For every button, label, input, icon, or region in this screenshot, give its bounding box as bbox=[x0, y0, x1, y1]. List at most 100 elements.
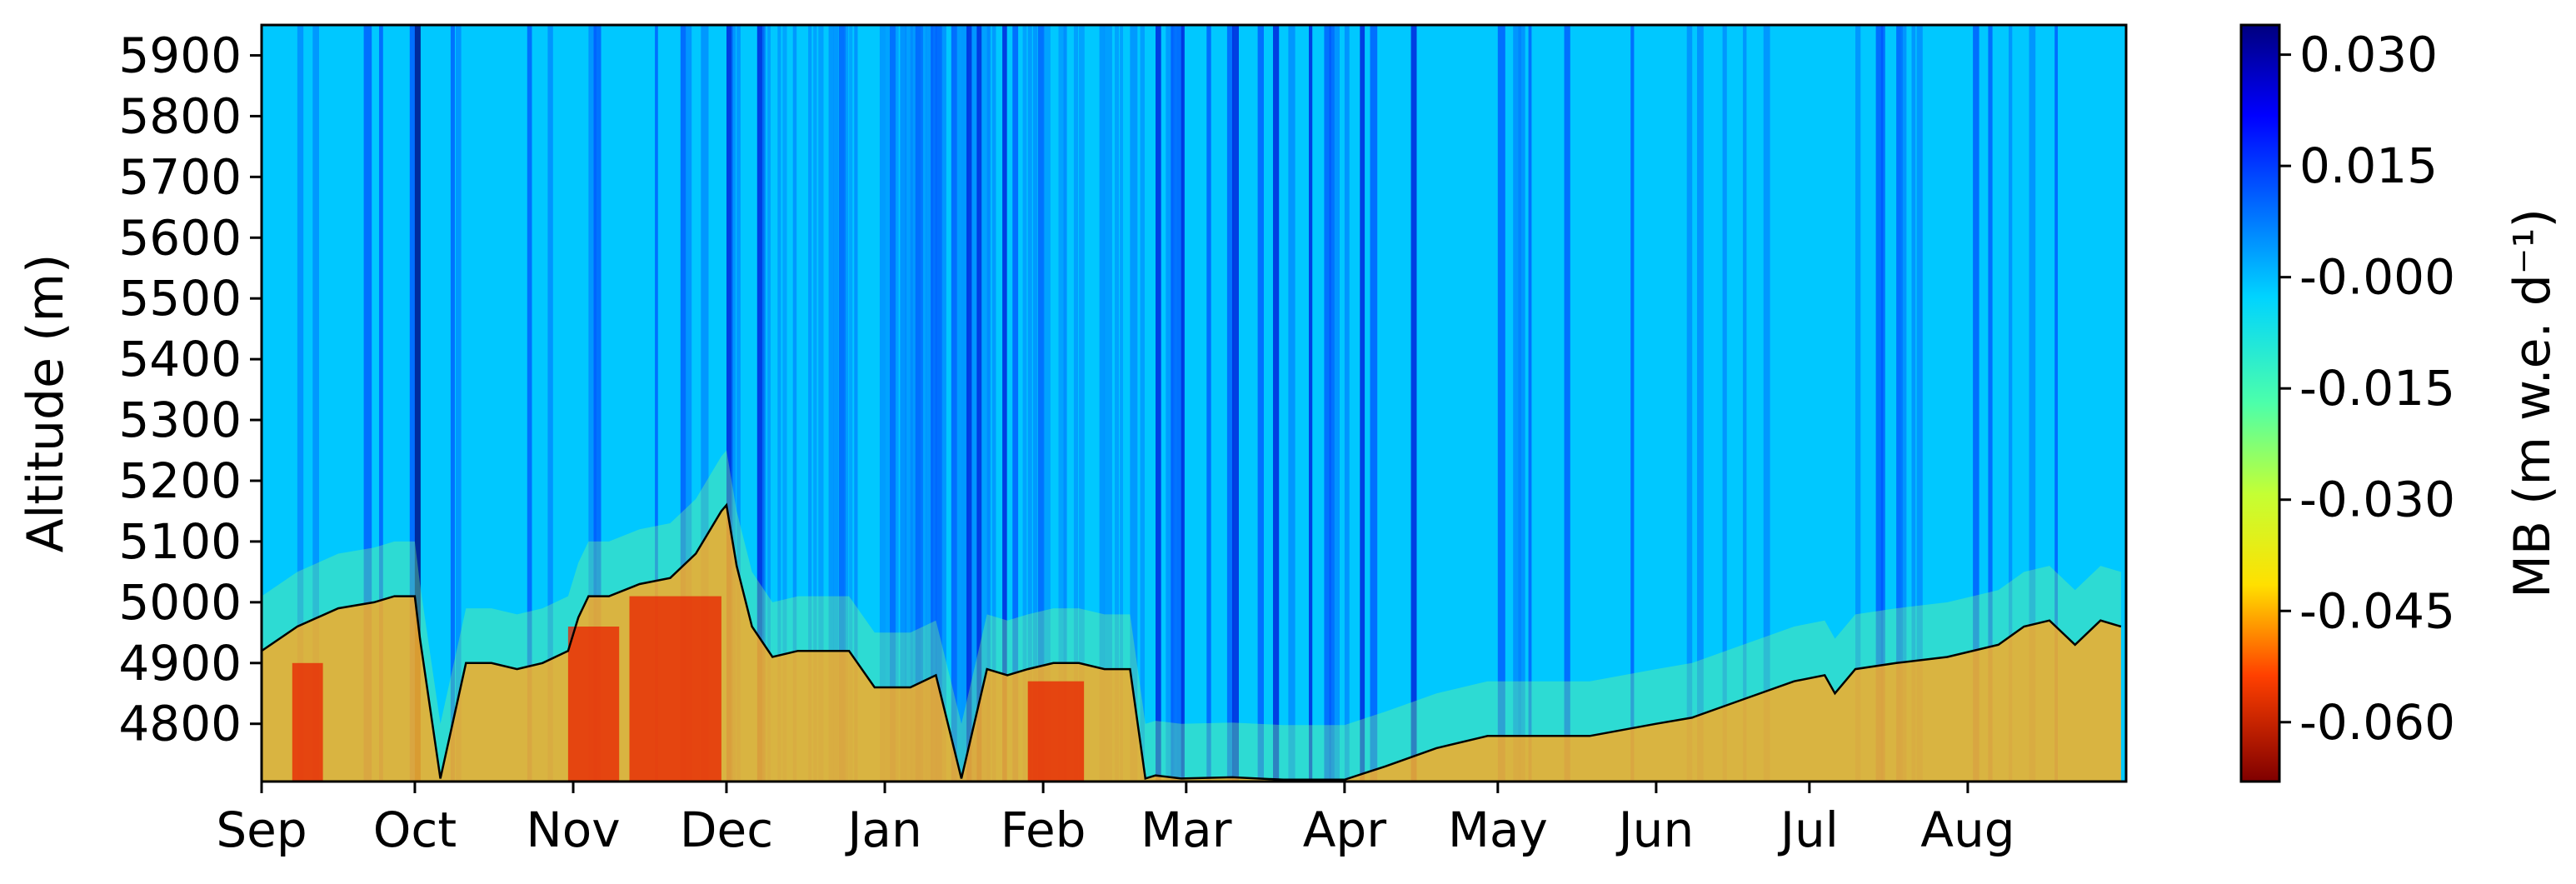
heatmap-stripe bbox=[1973, 25, 1979, 782]
colorbar-tick-label: 0.015 bbox=[2299, 137, 2438, 194]
colorbar-frame bbox=[2239, 23, 2281, 783]
heatmap-stripe bbox=[833, 25, 839, 782]
heatmap-stripe bbox=[1099, 25, 1106, 782]
heatmap-stripe bbox=[547, 25, 553, 782]
heatmap-stripe bbox=[849, 25, 853, 782]
heatmap-stripe bbox=[1334, 25, 1340, 782]
y-tick-label: 5800 bbox=[118, 87, 242, 144]
heatmap-stripe bbox=[1130, 25, 1138, 782]
y-tick-label: 5000 bbox=[118, 574, 242, 631]
heatmap-stripe bbox=[951, 25, 957, 782]
heatmap-stripe bbox=[1140, 25, 1145, 782]
x-tick-label: Oct bbox=[373, 802, 457, 858]
x-tick-label: Jun bbox=[1616, 802, 1695, 858]
heatmap-stripe bbox=[1988, 25, 1993, 782]
heatmap-stripe bbox=[761, 25, 766, 782]
heatmap-stripe bbox=[379, 25, 383, 782]
heatmap-stripe bbox=[312, 25, 319, 782]
heatmap-stripe bbox=[680, 25, 686, 782]
heatmap-stripe bbox=[1743, 25, 1747, 782]
x-tick-label: Jan bbox=[845, 802, 921, 858]
heatmap-stripe bbox=[1104, 25, 1112, 782]
heatmap-stripe bbox=[1324, 25, 1331, 782]
heatmap-stripe bbox=[1115, 25, 1119, 782]
heatmap-stripe bbox=[844, 25, 849, 782]
y-tick-label: 5600 bbox=[118, 209, 242, 266]
heatmap-stripe bbox=[1901, 25, 1907, 782]
y-axis-label: Altitude (m) bbox=[17, 254, 75, 553]
colorbar-gradient bbox=[2241, 25, 2279, 782]
heatmap-stripe bbox=[756, 25, 765, 782]
heatmap-stripe bbox=[905, 25, 913, 782]
heatmap-stripe bbox=[1156, 25, 1161, 782]
x-tick-label: Aug bbox=[1920, 802, 2014, 858]
y-tick-label: 5200 bbox=[118, 452, 242, 509]
y-tick-label: 5400 bbox=[118, 331, 242, 387]
y-axis: 4800490050005100520053005400550056005700… bbox=[118, 27, 262, 752]
heatmap-stripe bbox=[910, 25, 916, 782]
transition-area bbox=[262, 450, 2121, 780]
heatmap-stripe bbox=[895, 25, 899, 782]
heatmap-stripe bbox=[813, 25, 817, 782]
heatmap-stripe bbox=[1176, 25, 1184, 782]
x-axis: Sep Oct Nov Dec Jan Feb Mar Apr May Jun Jul Aug bbox=[216, 782, 2015, 858]
x-tick-label: Jul bbox=[1778, 802, 1839, 858]
heatmap-stripe bbox=[1226, 25, 1234, 782]
heatmap-stripe bbox=[777, 25, 781, 782]
heatmap-stripe bbox=[890, 25, 896, 782]
heatmap-stripe bbox=[926, 25, 933, 782]
heatmap-stripe bbox=[854, 25, 858, 782]
heatmap-stripe bbox=[961, 25, 969, 782]
heatmap-stripe bbox=[818, 25, 824, 782]
heatmap-stripe bbox=[1032, 25, 1038, 782]
colorbar-ticks: 0.030 0.015 -0.000 -0.015 -0.030 -0.045 -0.060 bbox=[2279, 27, 2455, 751]
colorbar-tick-label: -0.030 bbox=[2299, 472, 2455, 528]
heatmap-stripe bbox=[1410, 25, 1417, 782]
heatmap-stripe bbox=[936, 25, 942, 782]
heatmap-stripe bbox=[685, 25, 692, 782]
heatmap-stripe bbox=[363, 25, 372, 782]
heatmap-stripe bbox=[1528, 25, 1532, 782]
y-tick-label: 5500 bbox=[118, 270, 242, 327]
heatmap-stripe bbox=[792, 25, 797, 782]
heatmap-stripe bbox=[1002, 25, 1007, 782]
heatmap-stripe bbox=[1079, 25, 1085, 782]
x-tick-label: Feb bbox=[1001, 802, 1086, 858]
melt-hotspot bbox=[1027, 681, 1085, 782]
heatmap-stripe bbox=[1012, 25, 1019, 782]
y-tick-label: 4900 bbox=[118, 635, 242, 692]
heatmap-stripe bbox=[1497, 25, 1505, 782]
colorbar-tick-label: -0.045 bbox=[2299, 582, 2455, 639]
colorbar-label: MB (m w.e. d⁻¹) bbox=[2504, 208, 2562, 598]
heatmap-stripe bbox=[808, 25, 812, 782]
heatmap-stripe bbox=[414, 25, 421, 782]
melt-hotspot bbox=[292, 662, 323, 782]
heatmap-stripe bbox=[1232, 25, 1239, 782]
heatmap-stripe bbox=[879, 25, 886, 782]
plot-area bbox=[262, 25, 2126, 782]
heatmap-stripe bbox=[828, 25, 834, 782]
heatmap-stripe bbox=[931, 25, 937, 782]
heatmap-stripe bbox=[1722, 25, 1727, 782]
heatmap-stripe bbox=[1038, 25, 1045, 782]
heatmap-stripe bbox=[1027, 25, 1032, 782]
heatmap-stripe bbox=[456, 25, 462, 782]
colorbar-tick-label: 0.030 bbox=[2299, 27, 2438, 83]
x-tick-label: Sep bbox=[216, 802, 307, 858]
heatmap-stripe bbox=[838, 25, 846, 782]
heatmap-stripe bbox=[1875, 25, 1884, 782]
heatmap-stripe bbox=[1309, 25, 1313, 782]
heatmap-stripe bbox=[1058, 25, 1066, 782]
heatmap-stripe bbox=[981, 25, 991, 782]
heatmap-stripe bbox=[297, 25, 304, 782]
heatmap-stripe bbox=[731, 25, 736, 782]
heatmap-stripe bbox=[1043, 25, 1051, 782]
heatmap-stripe bbox=[976, 25, 982, 782]
snowline bbox=[262, 502, 2122, 782]
heatmap-stripe bbox=[966, 25, 972, 782]
heatmap-stripe bbox=[1880, 25, 1885, 782]
heatmap-stripe bbox=[971, 25, 979, 782]
heatmap-stripe bbox=[1518, 25, 1525, 782]
melt-hotspot bbox=[629, 596, 721, 782]
